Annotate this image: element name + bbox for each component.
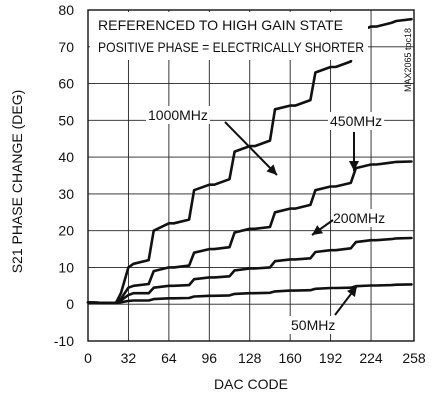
x-tick-label-0: 0 [84, 350, 92, 366]
x-tick-label-224: 224 [359, 350, 383, 366]
plot-border [87, 9, 415, 342]
series-label-1000mhz: 1000MHz [148, 107, 208, 123]
arrow-shaft-1000mhz [224, 121, 278, 176]
series-label-bg-1000mhz [146, 106, 210, 124]
figure-id-label: MAX2065 toc18 [403, 28, 413, 92]
y-tick-label-40: 40 [58, 149, 74, 165]
series-label-bg-200mhz [331, 209, 388, 227]
series-label-50mhz: 50MHz [291, 317, 335, 333]
x-tick-label-32: 32 [121, 350, 137, 366]
plot-frame [87, 9, 415, 342]
arrow-head-450mhz [349, 161, 359, 171]
arrow-head-1000mhz [266, 164, 277, 175]
annotation-phase-convention: POSITIVE PHASE = ELECTRICALLY SHORTER [98, 39, 364, 55]
x-tick-label-128: 128 [238, 350, 262, 366]
x-tick-label-64: 64 [161, 350, 177, 366]
series-label-200mhz: 200MHz [333, 210, 385, 226]
x-tick-label-258: 258 [402, 350, 426, 366]
annotation-box [90, 12, 368, 60]
series-label-bg-50mhz [289, 316, 338, 334]
tick-labels: 0 32 64 96 128 160 192 224 258 -10 0 10 20 30 40 50 60 70… [54, 2, 426, 366]
series-label-450mhz: 450MHz [330, 113, 382, 129]
x-tick-label-192: 192 [319, 350, 343, 366]
y-tick-label-30: 30 [58, 186, 74, 202]
arrow-head-50mhz [346, 286, 357, 297]
y-tick-label--10: -10 [54, 333, 74, 349]
arrow-head-200mhz [312, 225, 324, 235]
x-tick-label-160: 160 [278, 350, 302, 366]
annotation-reference: REFERENCED TO HIGH GAIN STATE [98, 17, 343, 33]
series-line-50mhz [86, 283, 413, 305]
x-tick-label-96: 96 [202, 350, 218, 366]
y-tick-label-20: 20 [58, 223, 74, 239]
series-label-bg-450mhz [328, 112, 385, 130]
y-tick-label-60: 60 [58, 76, 74, 92]
y-axis-title: S21 PHASE CHANGE (DEG) [9, 90, 25, 274]
y-tick-label-0: 0 [66, 296, 74, 312]
series-line-450mhz [86, 160, 413, 305]
y-tick-label-10: 10 [58, 259, 74, 275]
series-line-200mhz [86, 236, 413, 305]
y-tick-label-50: 50 [58, 112, 74, 128]
y-tick-label-70: 70 [58, 39, 74, 55]
y-tick-label-80: 80 [58, 2, 74, 18]
x-axis-title: DAC CODE [214, 376, 288, 392]
pointer-arrows [224, 121, 359, 316]
